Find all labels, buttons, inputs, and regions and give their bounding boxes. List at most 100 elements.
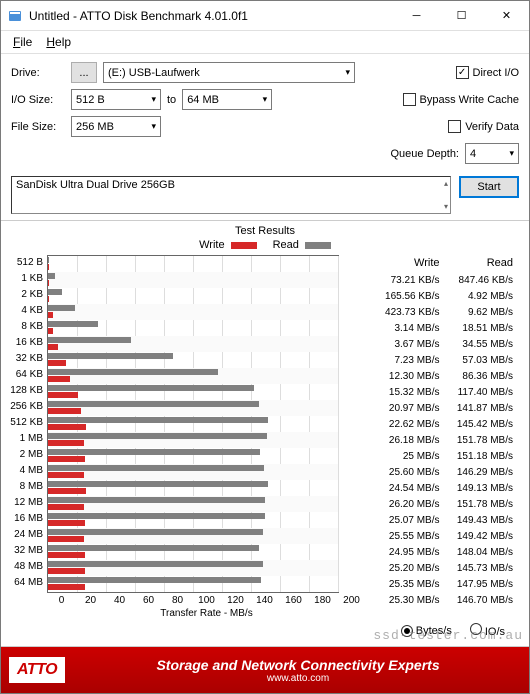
y-tick: 256 KB	[9, 399, 43, 415]
write-value: 7.23 MB/s	[374, 353, 440, 369]
read-value: 147.95 MB/s	[448, 577, 514, 593]
verify-label: Verify Data	[465, 121, 519, 133]
y-tick: 512 KB	[9, 415, 43, 431]
y-tick: 512 B	[9, 255, 43, 271]
write-bar	[48, 344, 58, 350]
footer-url: www.atto.com	[75, 673, 521, 684]
titlebar[interactable]: Untitled - ATTO Disk Benchmark 4.01.0f1 …	[1, 1, 529, 31]
x-tick: 200	[337, 595, 366, 606]
chart-row	[48, 320, 338, 336]
chart-row	[48, 352, 338, 368]
write-value: 73.21 KB/s	[374, 273, 440, 289]
write-value: 165.56 KB/s	[374, 289, 440, 305]
write-value: 25.07 MB/s	[374, 513, 440, 529]
read-value: 847.46 KB/s	[448, 273, 514, 289]
read-bar	[48, 273, 55, 279]
queue-depth-label: Queue Depth:	[391, 148, 460, 160]
menu-file[interactable]: File	[7, 33, 38, 51]
write-value: 20.97 MB/s	[374, 401, 440, 417]
read-bar	[48, 449, 260, 455]
write-bar	[48, 376, 70, 382]
read-value: 86.36 MB/s	[448, 369, 514, 385]
read-bar	[48, 289, 62, 295]
chart-area	[47, 255, 339, 593]
y-tick: 64 MB	[9, 575, 43, 591]
y-tick: 8 KB	[9, 319, 43, 335]
verify-checkbox[interactable]	[448, 120, 461, 133]
write-bar	[48, 504, 84, 510]
read-value: 151.18 MB/s	[448, 449, 514, 465]
read-value: 57.03 MB/s	[448, 353, 514, 369]
read-value: 145.42 MB/s	[448, 417, 514, 433]
drive-browse-button[interactable]: ...	[71, 62, 97, 83]
write-value: 25.30 MB/s	[374, 593, 440, 609]
legend: Write Read	[9, 239, 521, 251]
io-size-from-combo[interactable]: 512 B ▾	[71, 89, 161, 110]
y-tick: 24 MB	[9, 527, 43, 543]
maximize-button[interactable]: ☐	[439, 1, 484, 31]
y-tick: 4 KB	[9, 303, 43, 319]
read-value: 9.62 MB/s	[448, 305, 514, 321]
legend-read-swatch	[305, 242, 331, 249]
read-value: 117.40 MB/s	[448, 385, 514, 401]
read-bar	[48, 513, 265, 519]
chart-row	[48, 448, 338, 464]
device-list[interactable]: SanDisk Ultra Dual Drive 256GB ▴ ▾	[11, 176, 451, 214]
chart-row	[48, 256, 338, 272]
chart-row	[48, 528, 338, 544]
menu-help[interactable]: Help	[40, 33, 77, 51]
y-tick: 16 MB	[9, 511, 43, 527]
drive-value: (E:) USB-Laufwerk	[108, 67, 200, 79]
io-size-from-value: 512 B	[76, 94, 105, 106]
read-bar	[48, 321, 98, 327]
scroll-down-icon[interactable]: ▾	[444, 202, 448, 211]
read-header: Read	[448, 255, 514, 271]
bypass-label: Bypass Write Cache	[420, 94, 519, 106]
y-tick: 1 KB	[9, 271, 43, 287]
scroll-up-icon[interactable]: ▴	[444, 179, 448, 188]
minimize-button[interactable]: ─	[394, 1, 439, 31]
queue-depth-combo[interactable]: 4 ▾	[465, 143, 519, 164]
drive-label: Drive:	[11, 67, 71, 79]
write-bar	[48, 392, 78, 398]
y-tick: 8 MB	[9, 479, 43, 495]
chart-row	[48, 480, 338, 496]
legend-read-label: Read	[273, 239, 299, 251]
close-button[interactable]: ✕	[484, 1, 529, 31]
app-icon	[7, 8, 23, 24]
write-value: 15.32 MB/s	[374, 385, 440, 401]
read-bar	[48, 465, 264, 471]
write-bar	[48, 408, 81, 414]
file-size-combo[interactable]: 256 MB ▾	[71, 116, 161, 137]
drive-combo[interactable]: (E:) USB-Laufwerk ▾	[103, 62, 355, 83]
read-bar	[48, 353, 173, 359]
y-tick: 1 MB	[9, 431, 43, 447]
io-size-to-combo[interactable]: 64 MB ▾	[182, 89, 272, 110]
atto-logo: ATTO	[9, 657, 65, 683]
write-bar	[48, 296, 49, 302]
direct-io-label: Direct I/O	[473, 67, 519, 79]
io-size-to-value: 64 MB	[187, 94, 219, 106]
file-size-value: 256 MB	[76, 121, 114, 133]
x-tick: 100	[192, 595, 221, 606]
read-value: 151.78 MB/s	[448, 433, 514, 449]
results-title: Test Results	[9, 225, 521, 237]
x-tick: 80	[163, 595, 192, 606]
start-button[interactable]: Start	[459, 176, 519, 198]
read-value: 149.13 MB/s	[448, 481, 514, 497]
write-value: 12.30 MB/s	[374, 369, 440, 385]
bypass-checkbox[interactable]	[403, 93, 416, 106]
write-bar	[48, 456, 85, 462]
y-tick: 32 KB	[9, 351, 43, 367]
write-bar	[48, 328, 53, 334]
chart-row	[48, 272, 338, 288]
y-tick: 2 MB	[9, 447, 43, 463]
chart-row	[48, 512, 338, 528]
write-value: 26.20 MB/s	[374, 497, 440, 513]
write-value: 25.20 MB/s	[374, 561, 440, 577]
x-tick: 160	[279, 595, 308, 606]
write-bar	[48, 440, 84, 446]
direct-io-checkbox[interactable]: ✓	[456, 66, 469, 79]
chevron-down-icon: ▾	[263, 94, 268, 105]
results-panel: Test Results Write Read 512 B1 KB2 KB4 K…	[1, 220, 529, 647]
